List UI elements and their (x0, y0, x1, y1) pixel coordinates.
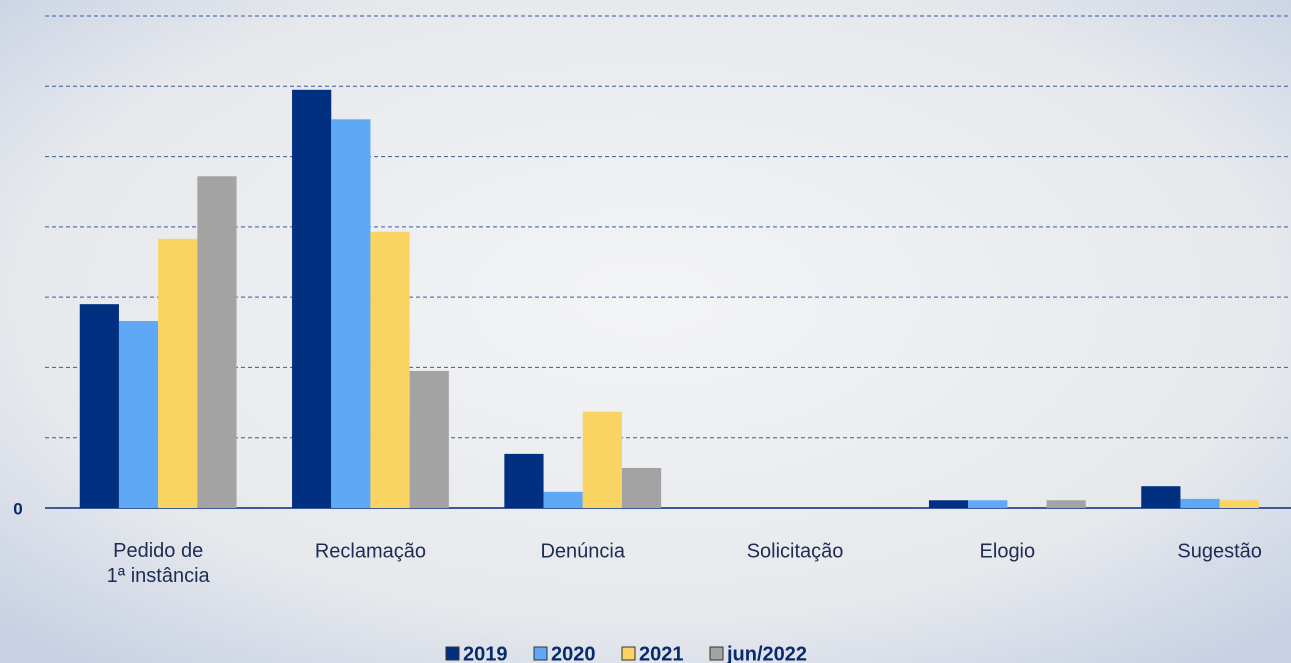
legend-swatch (709, 646, 724, 661)
bar (158, 238, 198, 508)
bar (197, 176, 237, 508)
legend-label: 2020 (551, 643, 596, 663)
x-tick-label: Elogio (980, 540, 1036, 562)
x-tick-label: Reclamação (315, 540, 426, 562)
bar (621, 467, 662, 508)
legend-swatch (445, 646, 460, 661)
x-tick-label: Denúncia (540, 540, 625, 562)
x-tick-label: Pedido de 1ª instância (107, 540, 211, 587)
legend-label: 2021 (639, 643, 684, 663)
bar (582, 411, 622, 508)
legend-swatch (621, 646, 636, 661)
x-tick-label: Solicitação (747, 540, 844, 562)
bar (1219, 500, 1259, 508)
bar (1180, 498, 1220, 508)
bar (1141, 486, 1181, 508)
y-tick-label: 0 (13, 499, 22, 518)
bar (292, 89, 332, 509)
bar (370, 231, 410, 508)
bar (118, 321, 159, 508)
bar (543, 491, 583, 508)
bar (968, 500, 1008, 508)
x-tick-label: Sugestão (1177, 540, 1262, 562)
bar (1046, 500, 1086, 508)
legend-label: jun/2022 (726, 643, 807, 663)
bar (504, 453, 544, 508)
bar (409, 370, 449, 508)
legend-label: 2019 (463, 643, 508, 663)
legend-swatch (533, 646, 548, 661)
bar (79, 304, 119, 508)
bar (331, 119, 371, 508)
bar (928, 500, 969, 508)
